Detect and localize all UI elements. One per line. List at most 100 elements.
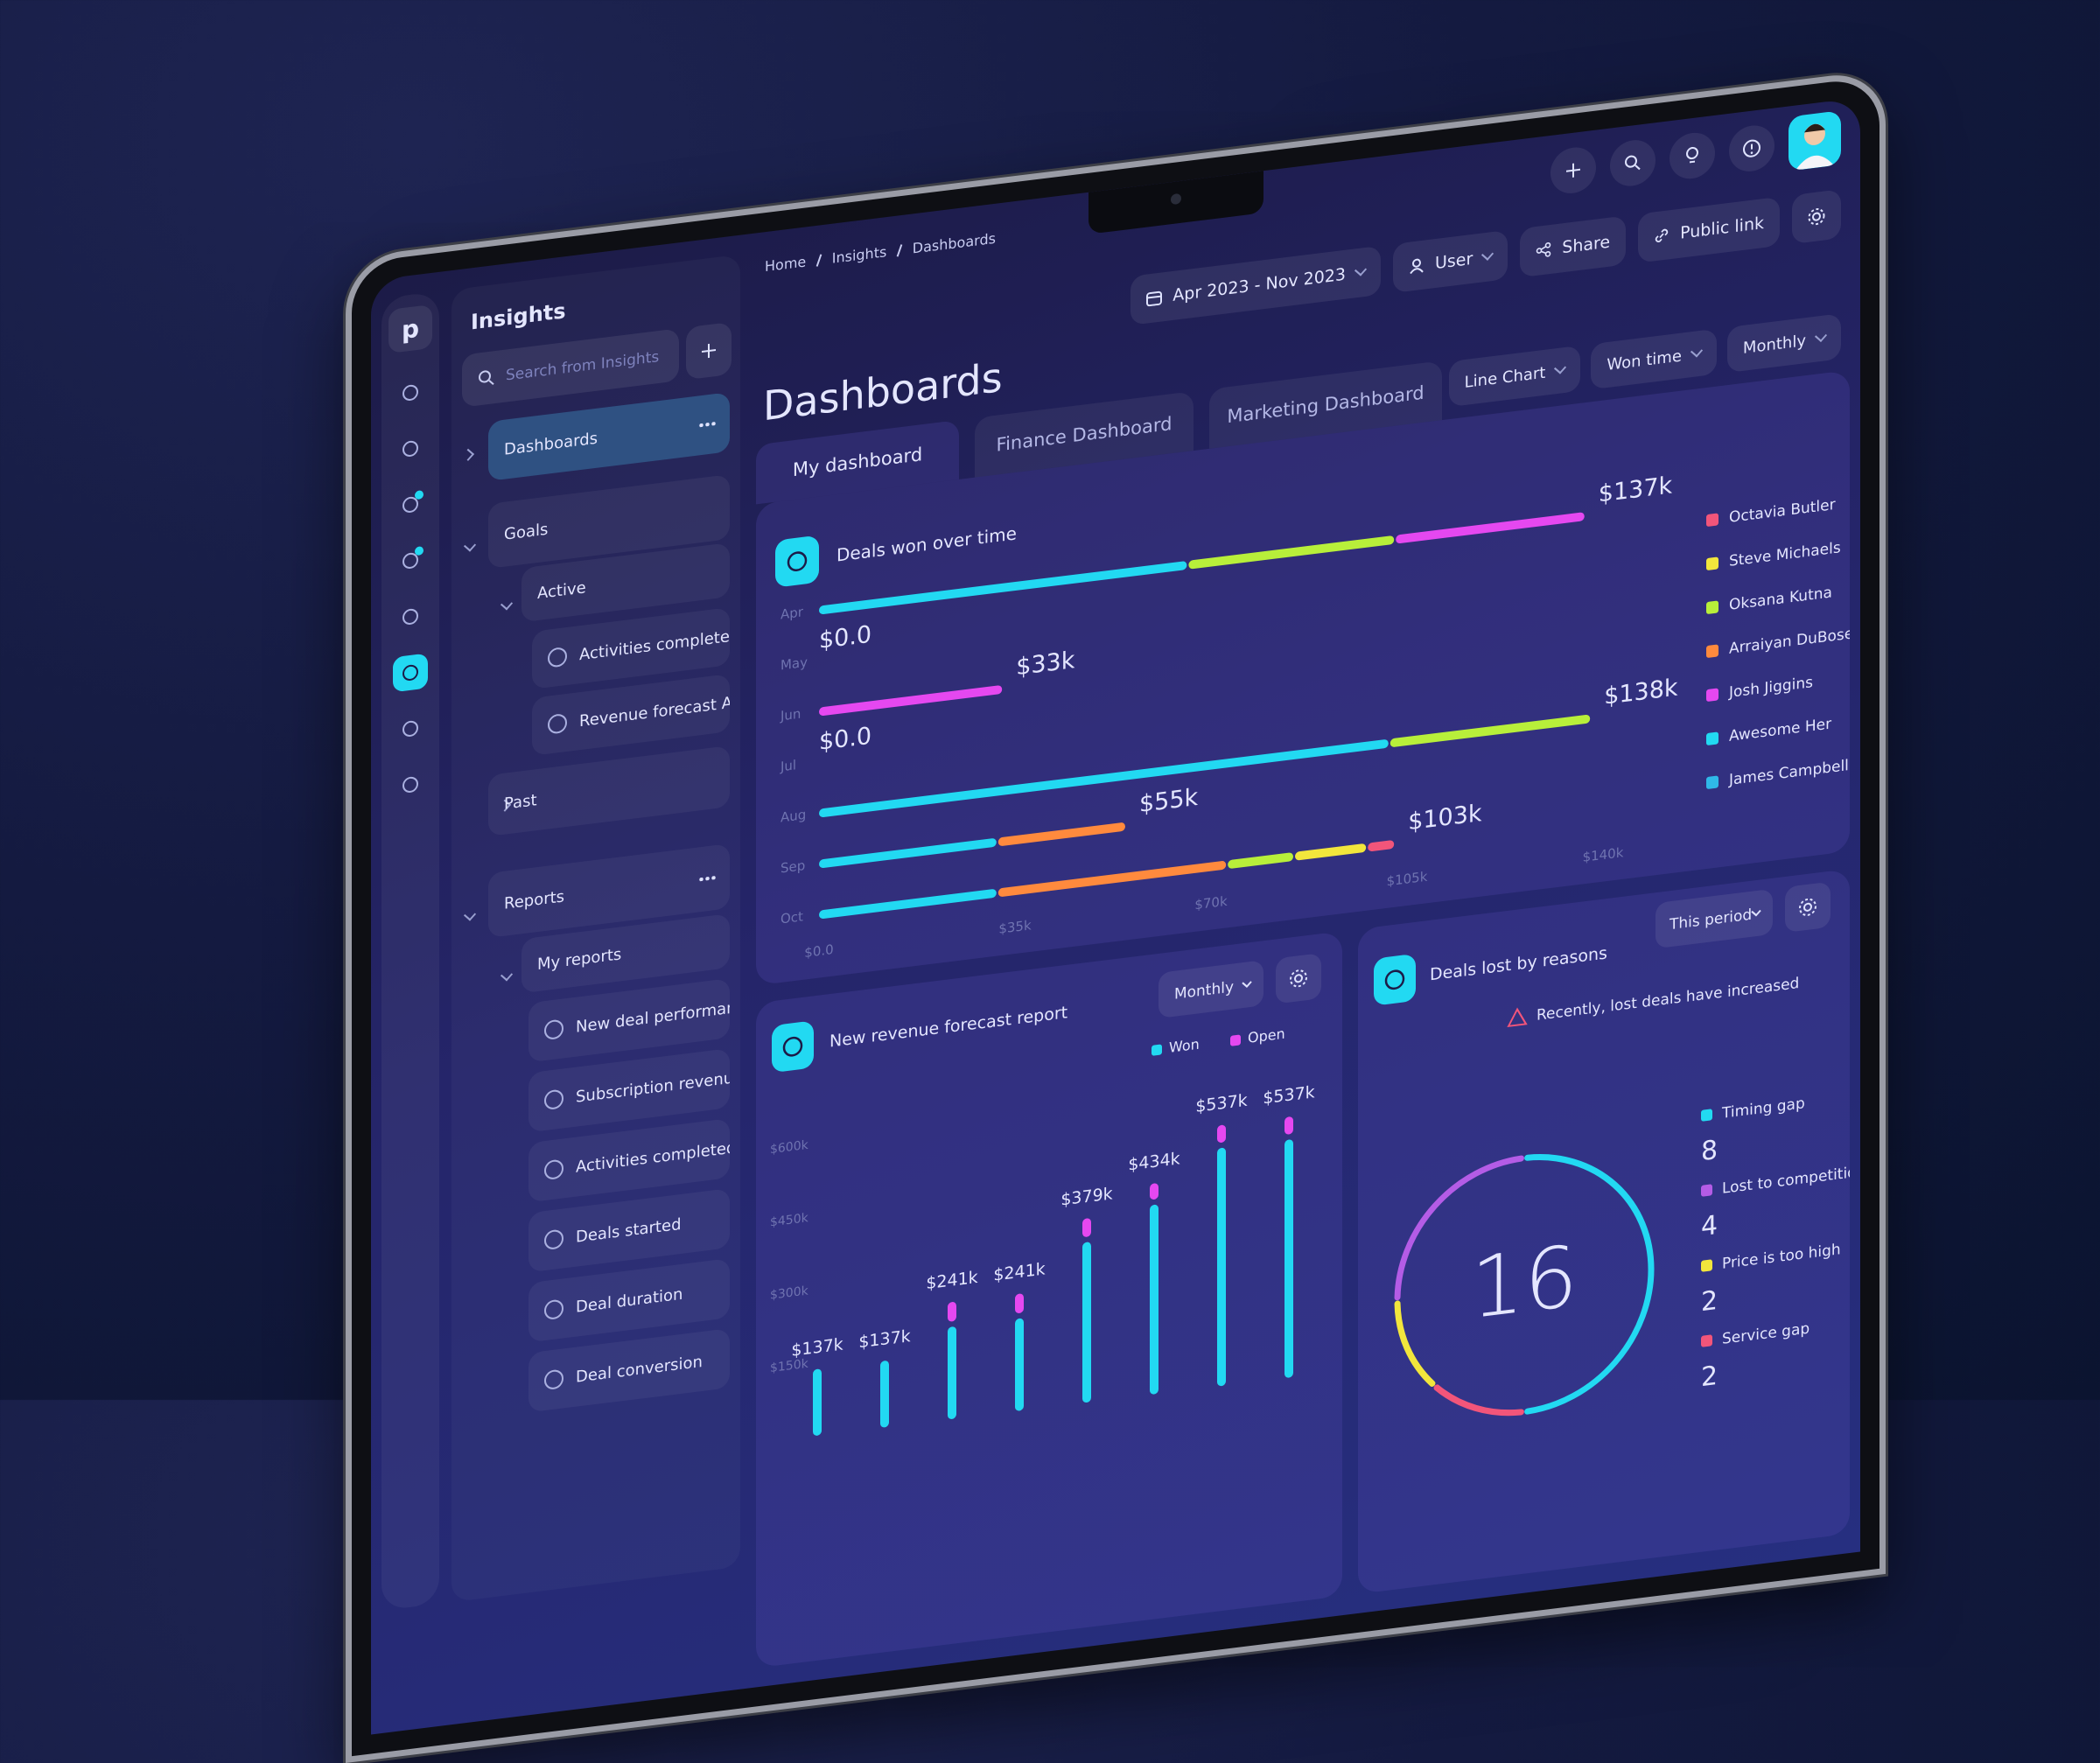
user-label: User [1434,248,1474,274]
report-item[interactable]: New deal performance [528,978,730,1063]
rail-glyph [402,720,418,737]
period-select[interactable] [1656,889,1773,948]
rail-icon[interactable] [393,541,428,580]
bar-segment [880,1361,889,1428]
rail-icon-active[interactable] [393,653,428,693]
legend-label: Oksana Kutna [1729,584,1832,613]
add-button[interactable] [686,321,732,381]
nav-icon [548,646,567,668]
chevron [463,539,477,552]
period-select[interactable] [1158,960,1264,1018]
legend-value: 4 [1701,1210,1718,1242]
date-range: Apr 2023 - Nov 2023 [1172,264,1346,305]
deals-won-card: Deals won over time $0.0 $35k $70k $105k $14… [756,369,1853,986]
badge [415,490,424,500]
rail-icon[interactable] [393,373,428,412]
chart-control[interactable]: Monthly [1726,313,1841,374]
logo[interactable]: p [388,304,432,353]
card-icon-glyph [1384,969,1405,990]
legend-swatch [1701,1334,1712,1347]
nav-label: Dashboards [504,429,598,459]
add-button[interactable] [1550,144,1596,196]
rail-glyph [402,664,418,681]
rail-icon[interactable] [393,765,428,804]
chart-control[interactable]: Line Chart [1448,345,1581,408]
help-button[interactable] [1729,122,1774,174]
breadcrumbs: Home Insights Dashboards [765,230,996,275]
plus-icon [702,343,716,359]
rail-glyph [402,384,418,401]
report-item[interactable]: Subscription revenue report [528,1048,730,1133]
card-icon [772,1021,814,1072]
bar-segment [948,1326,956,1419]
rail-icon[interactable] [393,597,428,636]
goal-item[interactable]: Revenue forecast A. DuBose [532,674,730,756]
search-button[interactable] [1610,137,1656,189]
legend-label: Won [1169,1036,1200,1056]
rail-icon[interactable] [393,429,428,468]
rail-icon[interactable] [393,485,428,524]
share-button[interactable]: Share [1520,215,1627,278]
y-tick-label: Jun [780,706,801,724]
nav-dashboards[interactable]: Dashboards [488,392,730,481]
settings-button[interactable] [1792,189,1841,245]
link-icon [1655,228,1669,242]
ideas-button[interactable] [1670,129,1715,182]
total-label: $138k [1604,675,1678,710]
report-item[interactable]: Activities completed and pla... [528,1118,730,1203]
legend-swatch [1230,1034,1241,1046]
bar-segment [1217,1124,1226,1143]
avatar[interactable] [1788,110,1841,171]
bar-segment [813,1368,822,1436]
chevron [1814,329,1828,343]
rail-icon[interactable] [393,709,428,748]
deals-lost-card: Deals lost by reasons This period Recent… [1358,868,1860,1594]
bar-segment [948,1302,956,1322]
legend-swatch [1706,731,1718,745]
share-icon [1536,241,1551,257]
total-value: 16 [1471,1228,1578,1339]
breadcrumb[interactable]: Insights [831,243,887,267]
screen: p Insights Search from Insights Dashboar… [371,97,1860,1735]
legend-label: Steve Michaels [1729,539,1841,570]
bar-segment [1228,852,1294,869]
card-title: Deals lost by reasons [1430,943,1607,984]
settings-button[interactable] [1276,953,1321,1004]
nav-label: Activities completed A. DuBose [579,615,730,664]
bar-segment [1284,1116,1293,1135]
chevron [1751,909,1761,917]
x-tick-label: $105k [1387,869,1428,890]
chart-control[interactable]: Won time [1591,328,1717,390]
nav-past[interactable]: Past [488,745,730,836]
breadcrumb[interactable]: Home [765,253,807,276]
sidebar: Insights Search from Insights Dashboards… [452,255,740,1603]
legend-label: Awesome Her [1729,715,1832,745]
more-button[interactable] [698,876,716,882]
gear-icon [1290,969,1307,988]
bar-segment [1015,1293,1024,1313]
bar-segment [1396,512,1585,544]
revenue-chart: New revenue forecast report Monthly $150… [770,953,1321,1436]
y-tick-label: May [780,654,808,674]
report-item[interactable]: Deals started [528,1188,730,1273]
report-item[interactable]: Deal duration [528,1258,730,1343]
bulb-icon [1686,146,1698,164]
revenue-card: New revenue forecast report Monthly $150… [756,931,1342,1669]
card-title: New revenue forecast report [830,1003,1068,1051]
search-box[interactable]: Search from Insights [462,328,679,408]
breadcrumb[interactable]: Dashboards [912,229,996,257]
sidebar-title: Insights [471,298,566,335]
help-icon [1743,139,1760,157]
more-button[interactable] [698,422,716,428]
date-range-picker[interactable]: Apr 2023 - Nov 2023 [1130,245,1381,325]
public-link-label: Public link [1680,213,1764,243]
nav-icon [544,1228,564,1251]
public-link-button[interactable]: Public link [1638,196,1780,263]
chevron [1354,263,1368,276]
legend-label: Service gap [1722,1320,1810,1348]
top-actions [1550,110,1841,200]
nav-icon [544,1298,564,1321]
settings-button[interactable] [1785,882,1830,933]
nav-label: Past [504,790,537,814]
user-filter[interactable]: User [1392,229,1508,294]
